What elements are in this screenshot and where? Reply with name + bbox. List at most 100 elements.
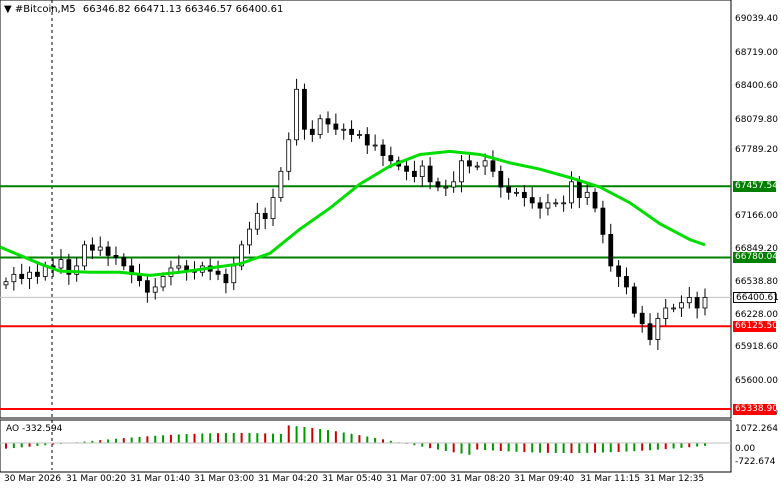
candle-body bbox=[262, 212, 268, 220]
price-axis-label: 67166.00 bbox=[735, 210, 778, 221]
candle-body bbox=[427, 165, 433, 183]
candle-body bbox=[105, 246, 111, 256]
level-price-tag: 66780.04 bbox=[733, 252, 778, 263]
candle-body bbox=[58, 259, 64, 269]
candle-body bbox=[215, 270, 221, 275]
candle-body bbox=[74, 265, 80, 275]
candle-body bbox=[176, 265, 182, 269]
candle-body bbox=[254, 212, 260, 230]
candle-body bbox=[663, 307, 669, 319]
time-axis-label: 31 Mar 04:20 bbox=[258, 474, 319, 484]
candle-body bbox=[490, 160, 496, 172]
price-axis-label: 66849.20 bbox=[735, 244, 778, 255]
level-price-tag: 65338.90 bbox=[733, 403, 778, 415]
candle-body bbox=[545, 202, 551, 209]
candle-body bbox=[514, 191, 519, 194]
candle-body bbox=[576, 181, 582, 198]
time-axis-label: 30 Mar 2026 bbox=[4, 474, 62, 484]
candle-body bbox=[474, 165, 480, 168]
ao-label: AO -332.594 bbox=[6, 424, 63, 434]
candle-body bbox=[521, 191, 527, 198]
candle-body bbox=[631, 286, 637, 314]
candle-body bbox=[443, 186, 449, 189]
ohlc-readout: 66346.82 66471.13 66346.57 66400.61 bbox=[82, 4, 284, 15]
price-axis-label: 68400.60 bbox=[735, 81, 778, 92]
candle-body bbox=[27, 271, 32, 279]
candle-body bbox=[325, 118, 331, 125]
candle-body bbox=[616, 265, 622, 277]
candle-body bbox=[357, 134, 362, 136]
candle-body bbox=[89, 244, 95, 251]
candle-body bbox=[82, 244, 87, 267]
candle-body bbox=[341, 128, 347, 131]
time-axis-label: 31 Mar 00:20 bbox=[66, 474, 127, 484]
time-axis-label: 31 Mar 09:40 bbox=[514, 474, 575, 484]
candle-body bbox=[19, 273, 25, 279]
time-axis-label: 31 Mar 08:20 bbox=[450, 474, 511, 484]
candle-body bbox=[694, 297, 700, 309]
candle-body bbox=[679, 302, 684, 309]
price-axis-label: 68079.80 bbox=[735, 114, 778, 125]
chart-title: ▼ #Bitcoin,M5 66346.82 66471.13 66346.57… bbox=[4, 4, 283, 15]
price-axis-label: 69039.40 bbox=[735, 14, 778, 24]
candle-body bbox=[647, 323, 653, 340]
price-axis-label: 66538.80 bbox=[735, 276, 778, 287]
candle-body bbox=[309, 128, 315, 135]
candles bbox=[3, 78, 708, 351]
candle-body bbox=[223, 273, 229, 284]
price-axis-label: 65600.00 bbox=[735, 375, 778, 386]
symbol-label: #Bitcoin,M5 bbox=[14, 4, 76, 15]
candle-body bbox=[184, 265, 190, 271]
candle-body bbox=[35, 271, 40, 277]
candle-body bbox=[152, 286, 158, 293]
candle-body bbox=[97, 246, 103, 251]
candle-body bbox=[506, 186, 512, 193]
price-axis-label: 66228.00 bbox=[735, 309, 778, 320]
candle-body bbox=[11, 273, 17, 283]
candle-body bbox=[294, 88, 299, 141]
level-price-tag: 66400.61 bbox=[733, 291, 779, 303]
time-axis-label: 31 Mar 01:40 bbox=[130, 474, 191, 484]
candle-body bbox=[286, 139, 292, 172]
candle-body bbox=[592, 191, 598, 209]
ao-plot-frame bbox=[0, 419, 732, 473]
candle-body bbox=[239, 244, 245, 267]
candle-body bbox=[584, 191, 590, 198]
candle-body bbox=[553, 202, 559, 205]
candle-body bbox=[639, 312, 645, 325]
time-axis-label: 31 Mar 12:35 bbox=[644, 474, 705, 484]
time-axis-label: 31 Mar 05:40 bbox=[322, 474, 383, 484]
ao-axis-zero: 0.00 bbox=[735, 444, 756, 454]
time-axis-label: 31 Mar 07:00 bbox=[386, 474, 447, 484]
candle-body bbox=[317, 118, 323, 135]
candle-body bbox=[561, 202, 567, 205]
candle-body bbox=[364, 134, 370, 146]
candle-body bbox=[247, 228, 252, 246]
price-axis-label: 67789.20 bbox=[735, 145, 778, 156]
candle-body bbox=[333, 123, 339, 130]
candle-body bbox=[380, 144, 386, 156]
candle-body bbox=[569, 181, 574, 204]
candle-body bbox=[349, 128, 354, 135]
price-axis-label: 65918.60 bbox=[735, 342, 778, 353]
candle-body bbox=[412, 170, 417, 177]
candle-body bbox=[466, 160, 472, 167]
candle-body bbox=[608, 233, 614, 267]
candle-body bbox=[419, 165, 425, 177]
candle-body bbox=[671, 307, 676, 310]
main-plot-frame bbox=[0, 0, 732, 419]
candle-body bbox=[482, 160, 488, 167]
candle-body bbox=[686, 297, 692, 304]
candle-body bbox=[404, 165, 409, 172]
candle-body bbox=[302, 88, 307, 130]
candle-body bbox=[113, 255, 119, 258]
dropdown-triangle-icon[interactable]: ▼ bbox=[4, 4, 12, 15]
candle-body bbox=[459, 160, 464, 183]
candle-body bbox=[66, 259, 72, 275]
candle-body bbox=[702, 297, 708, 309]
candle-body bbox=[537, 202, 543, 209]
candle-body bbox=[231, 265, 237, 284]
price-axis-label: 68719.00 bbox=[735, 47, 778, 58]
candle-body bbox=[3, 281, 9, 286]
